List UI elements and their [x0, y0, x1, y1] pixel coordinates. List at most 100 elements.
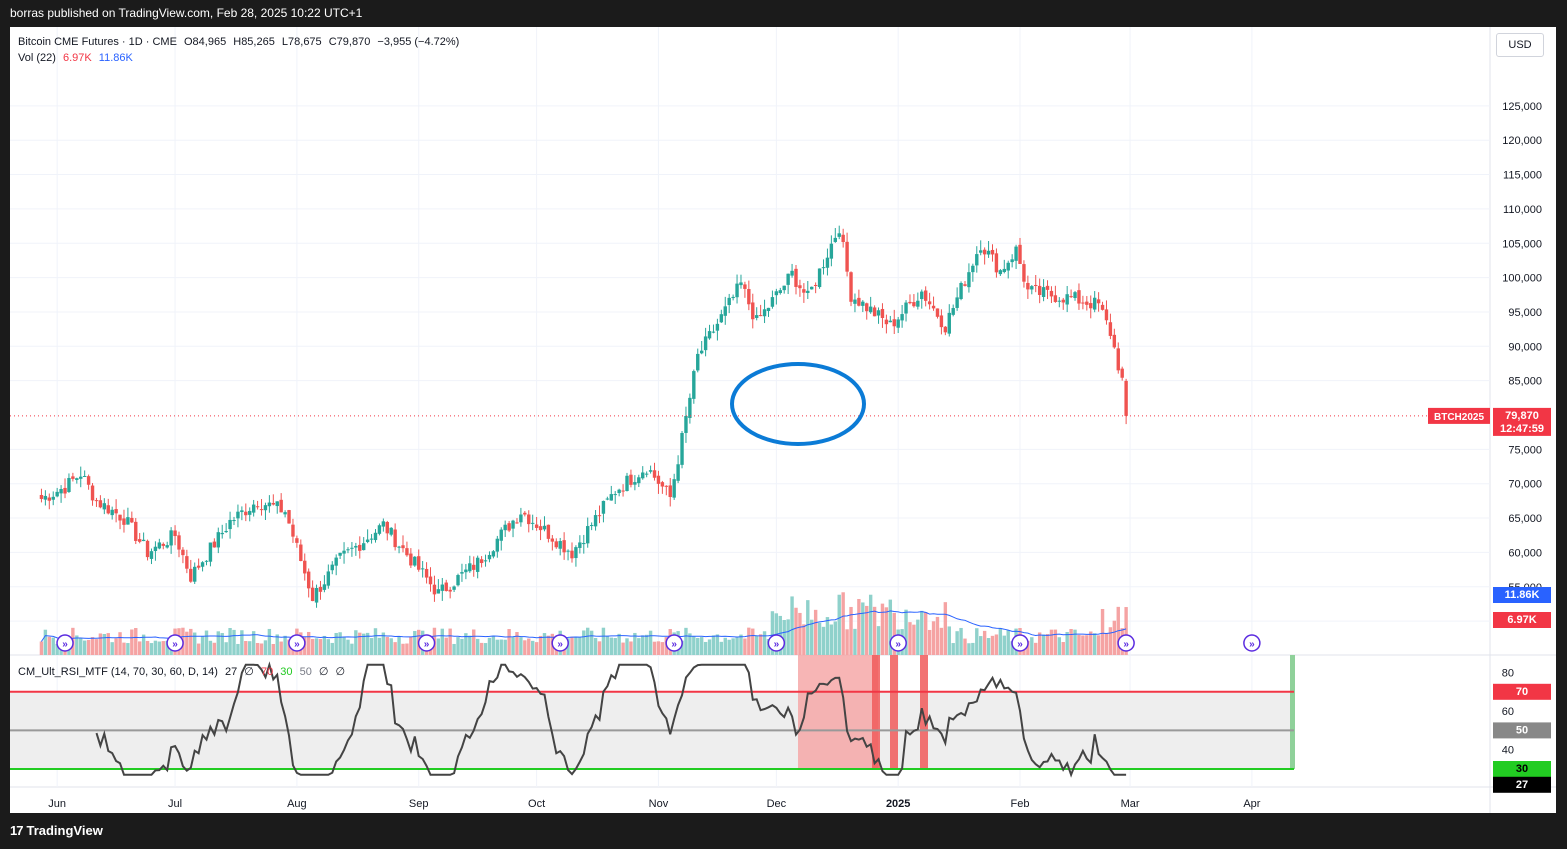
rsi-upper-badge-bg [1493, 683, 1551, 700]
volume-bar [986, 638, 991, 655]
candle-body [908, 301, 912, 304]
candle-body [130, 517, 134, 523]
publisher-line: borras published on TradingView.com, Feb… [10, 6, 363, 20]
candle-body [1112, 334, 1117, 348]
dividend-arrow-icon[interactable]: » [767, 634, 786, 652]
candle-body [1096, 299, 1101, 304]
candle-body [1045, 285, 1050, 290]
candle-body [865, 303, 869, 312]
candle-body [912, 302, 916, 307]
y-tick-label: 65,000 [1508, 513, 1542, 525]
candle-body [134, 521, 138, 541]
volume-bar [263, 640, 268, 655]
dividend-arrow-icon[interactable]: » [665, 634, 683, 652]
volume-bar [475, 638, 480, 655]
candle-body [299, 544, 303, 561]
volume-bar [865, 605, 869, 655]
symbol-legend[interactable]: Bitcoin CME Futures · 1D · CME O84,965 H… [18, 36, 463, 48]
dividend-arrow-icon[interactable]: » [417, 634, 436, 652]
volume-ma-value: 11.86K [98, 52, 133, 64]
icon-glyph: » [424, 639, 430, 650]
candle-body [432, 584, 437, 595]
rsi-upper-badge-text: 70 [1516, 686, 1528, 698]
volume-bar [381, 632, 386, 655]
icon-circle [417, 634, 436, 652]
candle-body [904, 302, 908, 314]
dividend-arrow-icon[interactable]: » [288, 634, 306, 652]
candle-body [802, 289, 806, 293]
rsi-sym1: ∅ [244, 666, 254, 678]
candle-body [570, 550, 574, 559]
volume-bar [923, 612, 928, 655]
candle-body [472, 564, 476, 570]
candle-body [248, 510, 252, 515]
dividend-arrow-icon[interactable]: » [1243, 634, 1261, 652]
candle-body [310, 587, 315, 602]
candle-body [491, 551, 496, 557]
volume-bar [699, 637, 704, 655]
candle-body [295, 538, 299, 543]
icon-glyph: » [895, 639, 901, 650]
symbol-name[interactable]: Bitcoin CME Futures · 1D · CME [18, 36, 177, 48]
candle-body [696, 353, 700, 371]
candle-body [857, 297, 861, 306]
volume-bar [782, 619, 786, 655]
x-tick-label: Aug [287, 798, 307, 810]
candle-body [145, 540, 150, 558]
candle-body [126, 517, 130, 525]
dividend-arrow-icon[interactable]: » [1117, 634, 1135, 652]
volume-bar [149, 643, 154, 655]
candle-body [381, 521, 386, 527]
candle-body [1100, 304, 1105, 310]
price-badge-text: 79,870 [1505, 410, 1539, 422]
dividend-arrow-icon[interactable]: » [166, 634, 184, 652]
candle-body [440, 584, 444, 591]
candle-body [923, 290, 928, 301]
volume-bar [857, 598, 861, 655]
candle-body [931, 305, 936, 309]
candle-body [314, 587, 319, 603]
volume-bar [224, 642, 228, 655]
rsi-lower-badge-text: 30 [1516, 763, 1528, 775]
volume-bar [86, 639, 91, 655]
volume-bar [106, 633, 110, 655]
candle-body [153, 546, 158, 552]
dividend-arrow-icon[interactable]: » [551, 634, 569, 652]
chart-canvas[interactable]: 125,000 120,000 115,000 110,000 105,000 100,0… [10, 27, 1556, 813]
volume-bar [1069, 628, 1073, 655]
volume-bar [935, 616, 940, 655]
candle-body [401, 545, 405, 549]
candle-body [927, 301, 932, 305]
currency-button[interactable]: USD [1496, 33, 1544, 57]
candle-body [149, 551, 154, 559]
volume-bar [530, 640, 535, 655]
candle-body [1041, 287, 1046, 297]
candle-body [896, 319, 900, 328]
candle-body [377, 525, 382, 534]
volume-legend[interactable]: Vol (22) 6.97K 11.86K [18, 52, 137, 64]
chart-frame[interactable]: 125,000 120,000 115,000 110,000 105,000 100,0… [10, 27, 1556, 813]
volume-bar [538, 635, 543, 655]
candle-body [699, 350, 704, 354]
icon-circle [889, 634, 907, 652]
dividend-arrow-icon[interactable]: » [1011, 634, 1029, 652]
candle-body [232, 520, 236, 522]
candle-body [200, 562, 205, 567]
volume-bar [872, 606, 877, 655]
volume-bar [275, 634, 279, 655]
volume-bar [102, 633, 107, 655]
tradingview-footer[interactable]: 17 TradingView [10, 823, 103, 838]
rsi-legend[interactable]: CM_Ult_RSI_MTF (14, 70, 30, 60, D, 14) 2… [18, 665, 349, 678]
candle-body [888, 320, 893, 323]
candle-body [656, 475, 661, 484]
candle-body [920, 291, 924, 300]
dividend-arrow-icon[interactable]: » [889, 634, 907, 652]
volume-bar [90, 637, 95, 655]
dividend-arrow-icon[interactable]: » [56, 634, 74, 652]
candle-body [660, 482, 665, 487]
icon-circle [166, 634, 184, 652]
volume-bar [464, 633, 468, 655]
volume-bar [499, 639, 503, 655]
candle-body [782, 285, 786, 291]
volume-bar [1108, 627, 1113, 655]
